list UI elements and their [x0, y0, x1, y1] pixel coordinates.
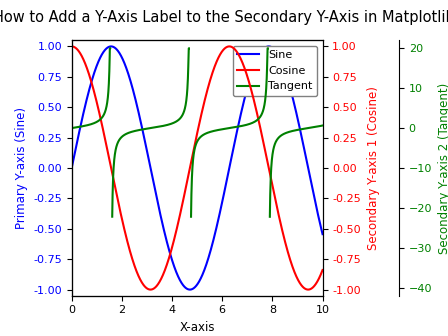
- Y-axis label: Secondary Y-axis 2 (Tangent): Secondary Y-axis 2 (Tangent): [438, 82, 448, 254]
- Cosine: [69, 44, 74, 48]
- Sine: [185, 287, 190, 291]
- Cosine: [313, 283, 318, 287]
- Cosine: [267, 169, 272, 173]
- Line: Cosine: Cosine: [72, 46, 323, 290]
- Text: How to Add a Y-Axis Label to the Secondary Y-Axis in Matplotlib: How to Add a Y-Axis Label to the Seconda…: [0, 10, 448, 25]
- Cosine: [191, 147, 197, 151]
- Sine: [313, 201, 318, 205]
- Tangent: [320, 124, 325, 128]
- Tangent: [313, 125, 318, 129]
- Sine: [108, 44, 114, 48]
- Sine: [69, 166, 74, 170]
- Tangent: [313, 125, 318, 129]
- Legend: Sine, Cosine, Tangent: Sine, Cosine, Tangent: [233, 46, 317, 96]
- Cosine: [82, 60, 87, 64]
- Sine: [313, 201, 318, 205]
- Tangent: [191, 152, 197, 156]
- Y-axis label: Primary Y-axis (Sine): Primary Y-axis (Sine): [15, 107, 28, 229]
- Cosine: [320, 268, 325, 272]
- Sine: [320, 232, 325, 236]
- Line: Sine: Sine: [72, 46, 323, 290]
- Cosine: [148, 288, 153, 292]
- Tangent: [185, 90, 190, 94]
- Y-axis label: Secondary Y-axis 1 (Cosine): Secondary Y-axis 1 (Cosine): [366, 86, 379, 250]
- Sine: [191, 286, 197, 290]
- Cosine: [313, 283, 318, 287]
- Sine: [187, 288, 193, 292]
- X-axis label: X-axis: X-axis: [179, 321, 215, 334]
- Tangent: [69, 126, 74, 130]
- Line: Tangent: Tangent: [72, 48, 323, 217]
- Cosine: [185, 179, 190, 183]
- Sine: [82, 107, 87, 111]
- Sine: [267, 44, 272, 48]
- Tangent: [82, 124, 87, 128]
